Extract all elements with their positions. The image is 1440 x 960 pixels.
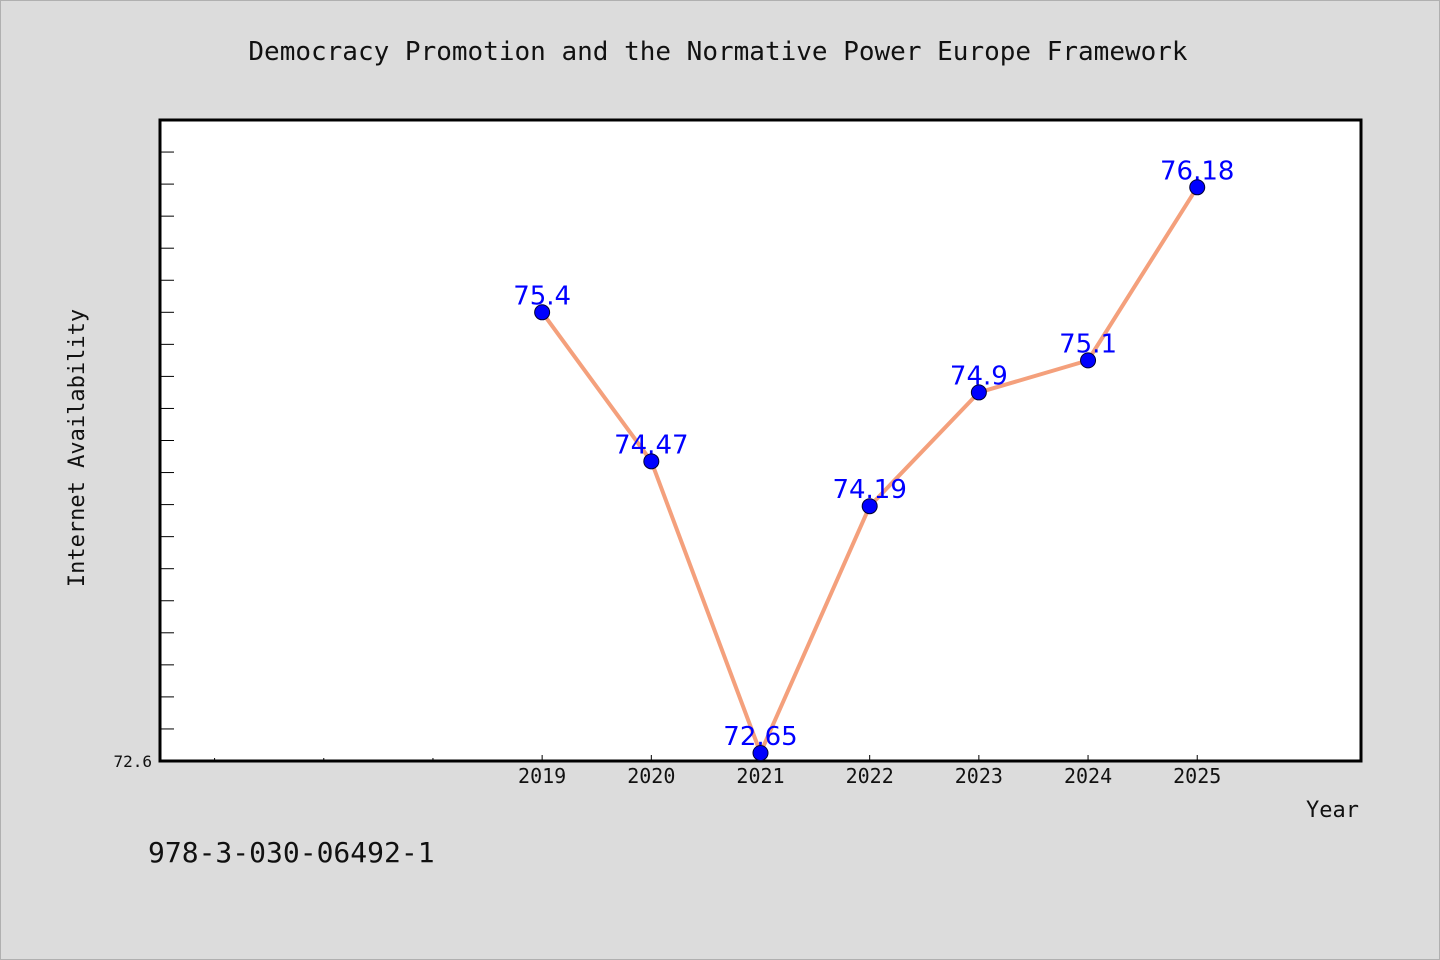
data-point: [1080, 352, 1097, 369]
data-point: [643, 453, 660, 470]
data-label: 76.18: [1160, 156, 1234, 186]
y-axis-ticks: 72.6: [113, 119, 174, 771]
x-tick-label: 2024: [1064, 764, 1112, 788]
data-label: 72.65: [723, 722, 797, 752]
x-tick-label: 2020: [627, 764, 675, 788]
data-markers: [534, 179, 1206, 761]
x-axis-label: Year: [1306, 798, 1359, 823]
data-label: 75.4: [513, 281, 571, 311]
x-tick-label: 2025: [1173, 764, 1221, 788]
data-labels: 75.4 74.47 72.65 74.19 74.9 75.1 76.18: [513, 156, 1234, 752]
data-label: 74.19: [832, 475, 906, 505]
x-axis-minor-ticks: [214, 758, 434, 761]
data-point: [752, 744, 769, 761]
data-label: 74.47: [614, 430, 688, 460]
data-label: 74.9: [950, 361, 1008, 391]
x-tick-label: 2019: [518, 764, 566, 788]
x-tick-label: 2022: [846, 764, 894, 788]
y-axis-label: Internet Availability: [65, 309, 90, 587]
data-point: [861, 498, 878, 515]
chart-title: Democracy Promotion and the Normative Po…: [248, 37, 1188, 67]
x-tick-label: 2023: [955, 764, 1003, 788]
data-point: [1189, 179, 1206, 196]
x-axis-ticks: 2019 2020 2021 2022 2023 2024 2025: [518, 755, 1221, 788]
data-label: 75.1: [1059, 329, 1117, 359]
isbn-text: 978-3-030-06492-1: [148, 836, 435, 869]
data-point: [534, 304, 551, 321]
x-tick-label: 2021: [736, 764, 784, 788]
plot-area: [158, 118, 1363, 763]
data-point: [970, 384, 987, 401]
y-tick-label: 72.6: [113, 752, 152, 771]
